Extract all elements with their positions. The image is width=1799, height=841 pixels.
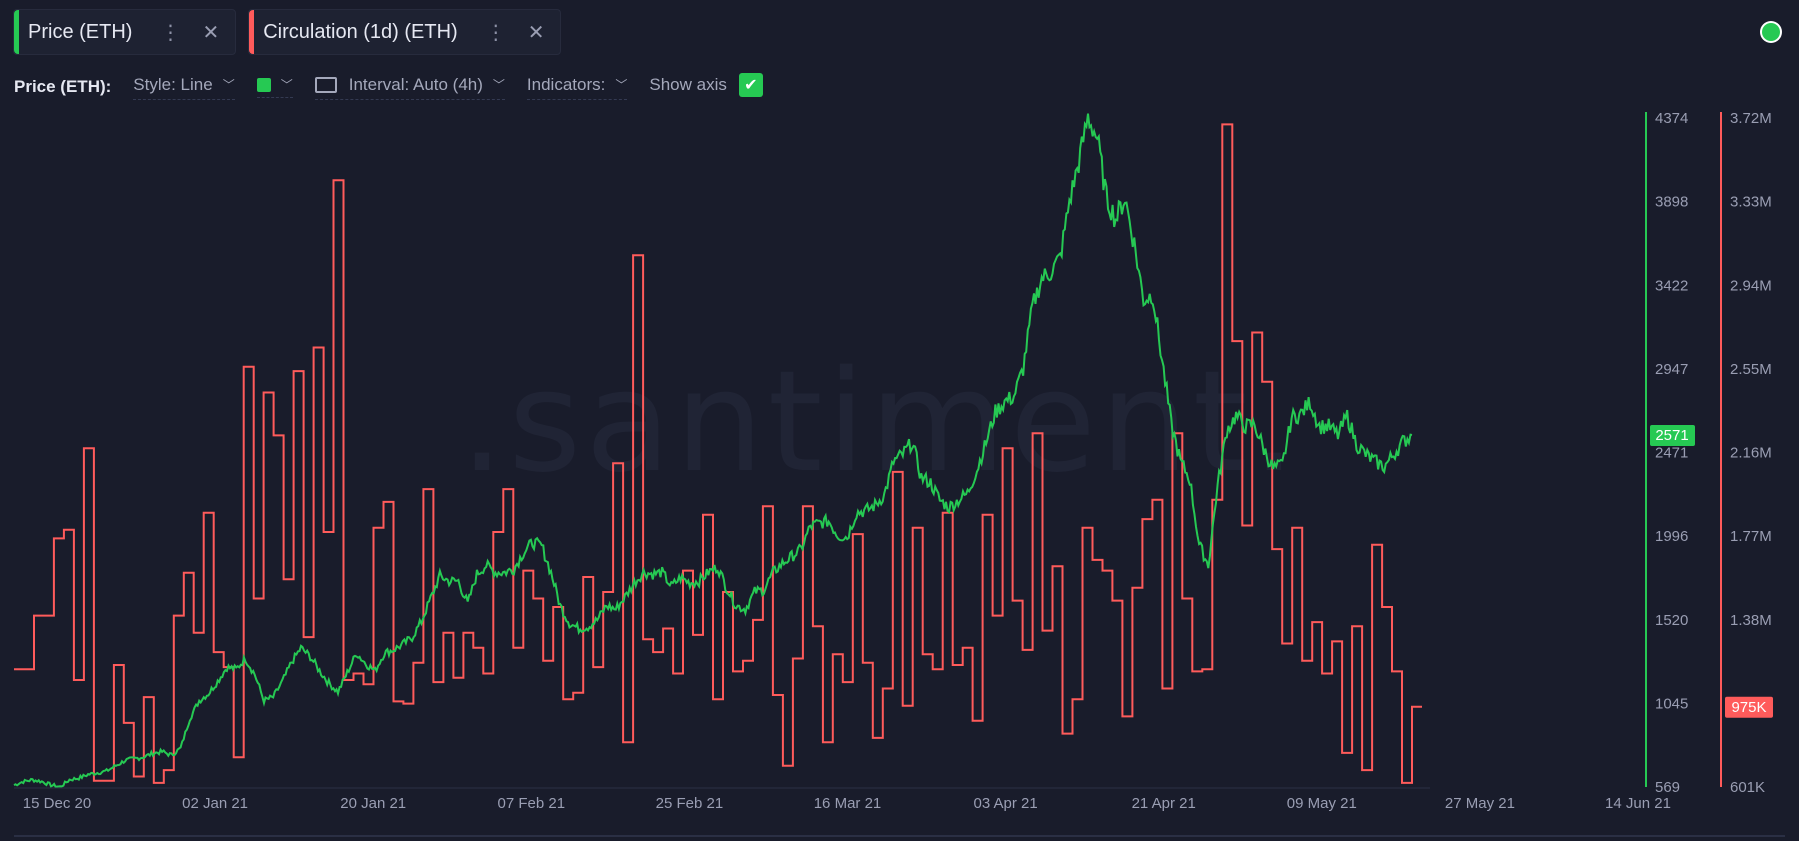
- x-tick-label: 03 Apr 21: [973, 795, 1037, 812]
- circulation-axis-tick-label: 3.72M: [1730, 110, 1772, 127]
- interval-dropdown[interactable]: Interval: Auto (4h) ﹀: [314, 74, 505, 100]
- chevron-down-icon: ﹀: [492, 78, 505, 92]
- circulation-axis-tick-label: 2.94M: [1730, 277, 1772, 294]
- price-axis-tick-label: 2471: [1655, 445, 1688, 462]
- circulation-current-value: 975K: [1731, 699, 1766, 716]
- price-axis-tick-label: 3898: [1655, 194, 1688, 211]
- watermark: .santiment.: [460, 341, 1300, 504]
- price-axis-tick-label: 4374: [1655, 110, 1688, 127]
- price-axis-tick-label: 1996: [1655, 528, 1688, 545]
- ruler-icon: [314, 76, 337, 93]
- metric-label: Price (ETH):: [14, 77, 112, 96]
- circulation-axis-tick-label: 1.77M: [1730, 528, 1772, 545]
- circulation-axis-tick-label: 1.38M: [1730, 612, 1772, 629]
- live-status-indicator: [1762, 23, 1780, 41]
- price-series-line: [13, 113, 1413, 789]
- x-tick-label: 14 Jun 21: [1605, 795, 1671, 812]
- x-tick-label: 15 Dec 20: [23, 795, 91, 812]
- chart-lines: [13, 113, 1422, 789]
- tab-circulation-label: Circulation (1d) (ETH): [263, 20, 458, 43]
- price-axis-tick-label: 569: [1655, 779, 1680, 796]
- indicators-dropdown-label: Indicators:: [526, 74, 606, 94]
- tab-circulation[interactable]: Circulation (1d) (ETH) ⋮ ✕: [248, 9, 562, 55]
- circulation-current-badge: [1725, 696, 1773, 718]
- indicators-dropdown[interactable]: Indicators: ﹀: [526, 74, 628, 100]
- color-dropdown[interactable]: ﹀: [256, 76, 293, 98]
- circulation-axis-tick-label: 2.16M: [1730, 445, 1772, 462]
- price-axis-tick-label: 1520: [1655, 612, 1688, 629]
- style-dropdown[interactable]: Style: Line ﹀: [133, 74, 235, 100]
- close-icon[interactable]: ✕: [202, 21, 220, 44]
- price-axis-tick-label: 3422: [1655, 277, 1688, 294]
- x-tick-label: 02 Jan 21: [182, 795, 248, 812]
- more-vertical-icon[interactable]: ⋮: [160, 21, 181, 44]
- tab-price-color-bar: [14, 10, 19, 54]
- x-tick-label: 25 Feb 21: [656, 795, 724, 812]
- close-icon[interactable]: ✕: [527, 21, 545, 44]
- x-tick-label: 07 Feb 21: [498, 795, 566, 812]
- interval-dropdown-label: Interval: Auto (4h): [348, 74, 483, 94]
- metric-toolbar: Price (ETH): Style: Line ﹀ ﹀ Interval: A…: [14, 72, 785, 102]
- chart-axes: 15 Dec 20 02 Jan 21 20 Jan 21 07 Feb 21 25 F…: [14, 110, 1785, 837]
- price-axis-tick-label: 1045: [1655, 695, 1688, 712]
- x-tick-label: 27 May 21: [1445, 795, 1515, 812]
- x-tick-label: 09 May 21: [1287, 795, 1357, 812]
- chevron-down-icon: ﹀: [615, 78, 628, 92]
- tab-price-label: Price (ETH): [28, 20, 133, 43]
- price-axis-tick-label: 2947: [1655, 361, 1688, 378]
- show-axis-toggle[interactable]: Show axis ✔: [649, 73, 763, 101]
- circulation-axis-tick-label: 2.55M: [1730, 361, 1772, 378]
- chevron-down-icon: ﹀: [222, 78, 235, 92]
- price-current-badge: [1650, 425, 1695, 447]
- x-tick-label: 16 Mar 21: [814, 795, 882, 812]
- more-vertical-icon[interactable]: ⋮: [485, 21, 506, 44]
- style-dropdown-label: Style: Line: [133, 74, 213, 94]
- chevron-down-icon: ﹀: [280, 78, 293, 92]
- show-axis-checkbox[interactable]: ✔: [738, 73, 763, 97]
- color-swatch: [256, 77, 271, 92]
- x-tick-label: 21 Apr 21: [1132, 795, 1196, 812]
- circulation-axis-tick-label: 3.33M: [1730, 194, 1772, 211]
- tab-circulation-color-bar: [249, 10, 255, 54]
- circulation-axis-tick-label: 601K: [1730, 779, 1765, 796]
- x-tick-label: 20 Jan 21: [340, 795, 406, 812]
- show-axis-label: Show axis: [649, 75, 727, 94]
- circulation-series-line: [14, 123, 1422, 784]
- price-current-value: 2571: [1655, 427, 1688, 444]
- tab-price[interactable]: Price (ETH) ⋮ ✕: [13, 9, 237, 55]
